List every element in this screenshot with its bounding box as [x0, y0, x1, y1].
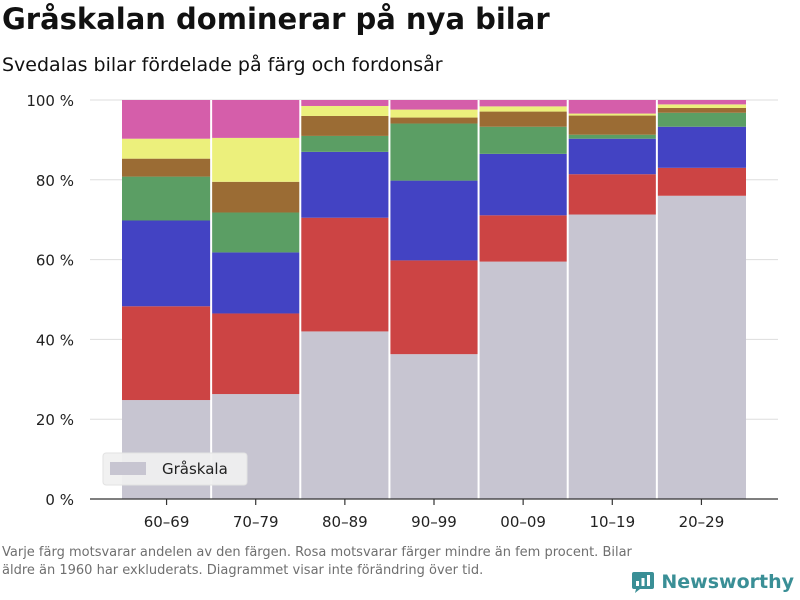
bar-segment — [656, 126, 746, 168]
bar-segment — [656, 167, 746, 196]
bar-segment — [389, 117, 479, 124]
chart-subtitle: Svedalas bilar fördelade på färg och for… — [2, 54, 443, 76]
y-tick-label: 60 % — [36, 252, 74, 270]
bar-segment — [656, 104, 746, 108]
bar-segment — [567, 113, 657, 116]
bar-segment — [211, 137, 301, 182]
bar-segment — [389, 260, 479, 355]
legend-swatch — [110, 462, 146, 475]
legend-box — [102, 452, 248, 486]
bar-segment — [656, 112, 746, 127]
bar-segment — [478, 111, 568, 127]
x-tick-label: 80–89 — [322, 513, 368, 531]
bar-segment — [656, 107, 746, 113]
bar-segment — [567, 134, 657, 139]
bar-segment — [567, 138, 657, 175]
x-tick-label: 10–19 — [589, 513, 635, 531]
bar-segment — [389, 180, 479, 261]
bar-segment — [567, 115, 657, 135]
bar-segment — [567, 100, 657, 114]
bar-segment — [122, 100, 212, 139]
bar-segment — [478, 106, 568, 112]
bar-segment — [300, 100, 390, 106]
brand-logo: Newsworthy — [631, 570, 794, 594]
bar-segment — [211, 313, 301, 395]
bar-segment — [478, 153, 568, 216]
chart-footnote: Varje färg motsvarar andelen av den färg… — [2, 545, 632, 578]
bar-segment — [389, 100, 479, 110]
bar-segment — [567, 214, 657, 499]
bar-segment — [122, 220, 212, 307]
bar-segment — [300, 217, 390, 332]
legend-label: Gråskala — [162, 460, 228, 478]
y-tick-label: 40 % — [36, 331, 74, 349]
chart-title: Gråskalan dominerar på nya bilar — [2, 2, 550, 36]
bar-segment — [478, 261, 568, 499]
bar-segment — [300, 331, 390, 499]
bar-segment — [389, 123, 479, 181]
y-tick-label: 0 % — [45, 491, 74, 509]
bar-segment — [478, 100, 568, 107]
bar-segment — [211, 181, 301, 213]
x-tick-label: 60–69 — [144, 513, 190, 531]
x-tick-label: 20–29 — [679, 513, 725, 531]
bar-segment — [656, 195, 746, 499]
bar-segment — [122, 138, 212, 159]
bar-segment — [300, 115, 390, 136]
x-tick-label: 00–09 — [500, 513, 546, 531]
bar-segment — [300, 105, 390, 116]
bar-segment — [656, 100, 746, 105]
y-tick-label: 20 % — [36, 411, 74, 429]
bar-segment — [211, 212, 301, 253]
bar-segment — [122, 158, 212, 177]
bar-segment — [300, 151, 390, 218]
bar-segment — [478, 126, 568, 154]
y-tick-label: 80 % — [36, 172, 74, 190]
brand-name: Newsworthy — [661, 571, 794, 593]
bar-segment — [211, 100, 301, 138]
bar-segment — [567, 174, 657, 215]
x-tick-label: 90–99 — [411, 513, 457, 531]
x-tick-label: 70–79 — [233, 513, 279, 531]
newsworthy-logo-icon — [632, 572, 655, 593]
bar-segment — [122, 306, 212, 401]
bar-segment — [389, 354, 479, 499]
bar-segment — [478, 215, 568, 262]
y-tick-label: 100 % — [26, 92, 74, 110]
bar-segment — [122, 176, 212, 221]
bar-segment — [300, 135, 390, 152]
bar-segment — [389, 109, 479, 118]
bar-segment — [211, 252, 301, 314]
